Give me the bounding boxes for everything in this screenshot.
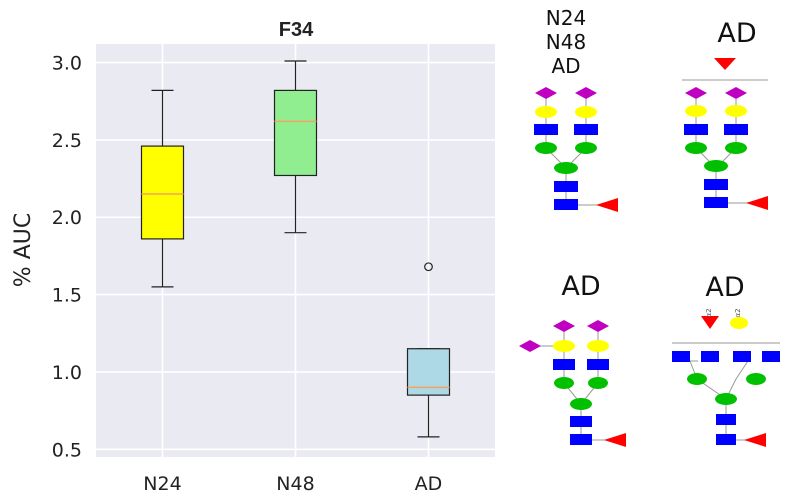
y-tick-label: 1.0 xyxy=(52,362,82,384)
galactose-icon xyxy=(730,317,748,329)
mannose-icon xyxy=(687,373,707,385)
box-plot: 0.5 1.0 1.5 2.0 2.5 3.0 N24 N48 AD F34 % AUC xyxy=(11,19,495,495)
glcnac-icon xyxy=(554,181,578,192)
mannose-icon xyxy=(588,377,608,389)
sialic-acid-icon xyxy=(575,87,597,99)
glcnac-icon xyxy=(762,351,780,362)
glycan-label: AD xyxy=(561,271,601,302)
mannose-icon xyxy=(715,393,737,405)
y-tick-labels: 0.5 1.0 1.5 2.0 2.5 3.0 xyxy=(52,53,82,462)
fucose-icon xyxy=(701,316,719,329)
galactose-icon xyxy=(553,340,575,352)
mannose-icon xyxy=(725,142,747,154)
glcnac-icon xyxy=(554,199,578,210)
sialic-acid-icon xyxy=(685,87,707,99)
fucose-icon xyxy=(746,196,768,210)
box-n48 xyxy=(273,89,318,177)
y-tick-label: 2.5 xyxy=(52,130,82,152)
box-series xyxy=(140,60,451,438)
glcnac-icon xyxy=(672,351,690,362)
glcnac-icon xyxy=(704,179,728,190)
glycan-label: AD xyxy=(717,18,757,49)
fucose-icon xyxy=(604,433,626,447)
galactose-icon xyxy=(685,105,707,117)
glcnac-icon xyxy=(534,124,558,135)
galactose-icon xyxy=(725,105,747,117)
glcnac-icon xyxy=(701,351,719,362)
mannose-icon xyxy=(554,377,574,389)
sialic-acid-icon xyxy=(519,340,541,352)
chart-title: F34 xyxy=(279,19,314,41)
y-tick-label: 0.5 xyxy=(52,439,82,461)
sialic-acid-icon xyxy=(587,320,609,332)
galactose-icon xyxy=(587,340,609,352)
sialic-acid-icon xyxy=(535,87,557,99)
y-axis-label: % AUC xyxy=(11,213,36,287)
glcnac-icon xyxy=(574,124,598,135)
glcnac-icon xyxy=(724,124,748,135)
mannose-icon xyxy=(535,142,557,154)
glcnac-icon xyxy=(716,414,736,425)
glycan-label: AD xyxy=(551,54,581,78)
glycan-structure-4: α2 α2 xyxy=(672,308,780,447)
box-ad xyxy=(406,348,451,396)
glycan-label-group-1: N24 N48 AD xyxy=(520,6,612,78)
glcnac-icon xyxy=(704,197,728,208)
glycan-label: N24 xyxy=(545,6,587,30)
x-tick-label: N48 xyxy=(276,473,314,495)
mannose-icon xyxy=(685,142,707,154)
glcnac-icon xyxy=(570,434,592,445)
glycan-label: N48 xyxy=(545,30,587,54)
x-tick-label: AD xyxy=(415,473,443,495)
y-tick-label: 1.5 xyxy=(52,285,82,307)
mannose-icon xyxy=(554,162,578,174)
glycan-label-group-4: AD xyxy=(680,272,770,304)
glycan-structure-3 xyxy=(519,320,626,447)
linkage-label: α2 xyxy=(705,308,713,317)
glcnac-icon xyxy=(716,434,736,445)
sialic-acid-icon xyxy=(553,320,575,332)
glycan-label-group-3: AD xyxy=(536,271,626,303)
mannose-icon xyxy=(704,160,728,172)
glcnac-icon xyxy=(553,359,575,370)
fucose-icon xyxy=(714,58,736,70)
glycan-label-group-2: AD xyxy=(692,18,782,50)
glcnac-icon xyxy=(570,416,592,427)
mannose-icon xyxy=(575,142,597,154)
y-tick-label: 2.0 xyxy=(52,207,82,229)
y-tick-label: 3.0 xyxy=(52,53,82,75)
glycan-structure-1 xyxy=(534,87,618,212)
glcnac-icon xyxy=(587,359,609,370)
outlier-point xyxy=(424,262,433,272)
glcnac-icon xyxy=(733,351,751,362)
x-tick-label: N24 xyxy=(143,473,181,495)
fucose-icon xyxy=(744,433,766,447)
mannose-icon xyxy=(746,373,766,385)
glcnac-icon xyxy=(684,124,708,135)
fucose-icon xyxy=(596,198,618,212)
mannose-icon xyxy=(570,398,592,410)
linkage-label: α2 xyxy=(734,308,742,317)
galactose-icon xyxy=(575,106,597,118)
x-tick-labels: N24 N48 AD xyxy=(143,473,442,495)
galactose-icon xyxy=(535,106,557,118)
glycan-label: AD xyxy=(705,272,745,303)
glycan-structure-2 xyxy=(682,58,768,210)
box-n24 xyxy=(140,145,185,240)
sialic-acid-icon xyxy=(725,87,747,99)
